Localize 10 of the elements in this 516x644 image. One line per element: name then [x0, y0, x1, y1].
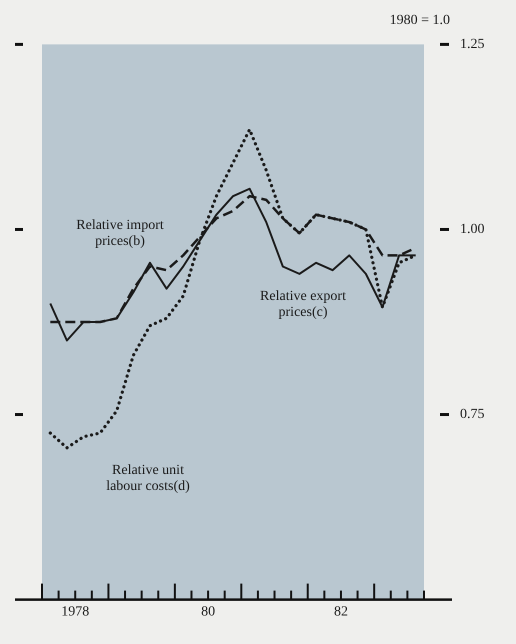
annotation: Relative export prices(c) [260, 289, 346, 320]
y-tick-label: 0.75 [460, 407, 484, 422]
x-tick-label: 80 [201, 604, 216, 620]
y-tick-label: 1.00 [460, 222, 484, 238]
annotation: Relative unit labour costs(d) [106, 463, 190, 494]
x-tick-label: 82 [334, 604, 348, 620]
annotation: Relative import prices(b) [76, 218, 164, 250]
y-tick-label: 1.25 [460, 37, 484, 52]
text: 1980 = 1.0 [390, 13, 450, 28]
x-tick-label: 1978 [61, 604, 90, 620]
